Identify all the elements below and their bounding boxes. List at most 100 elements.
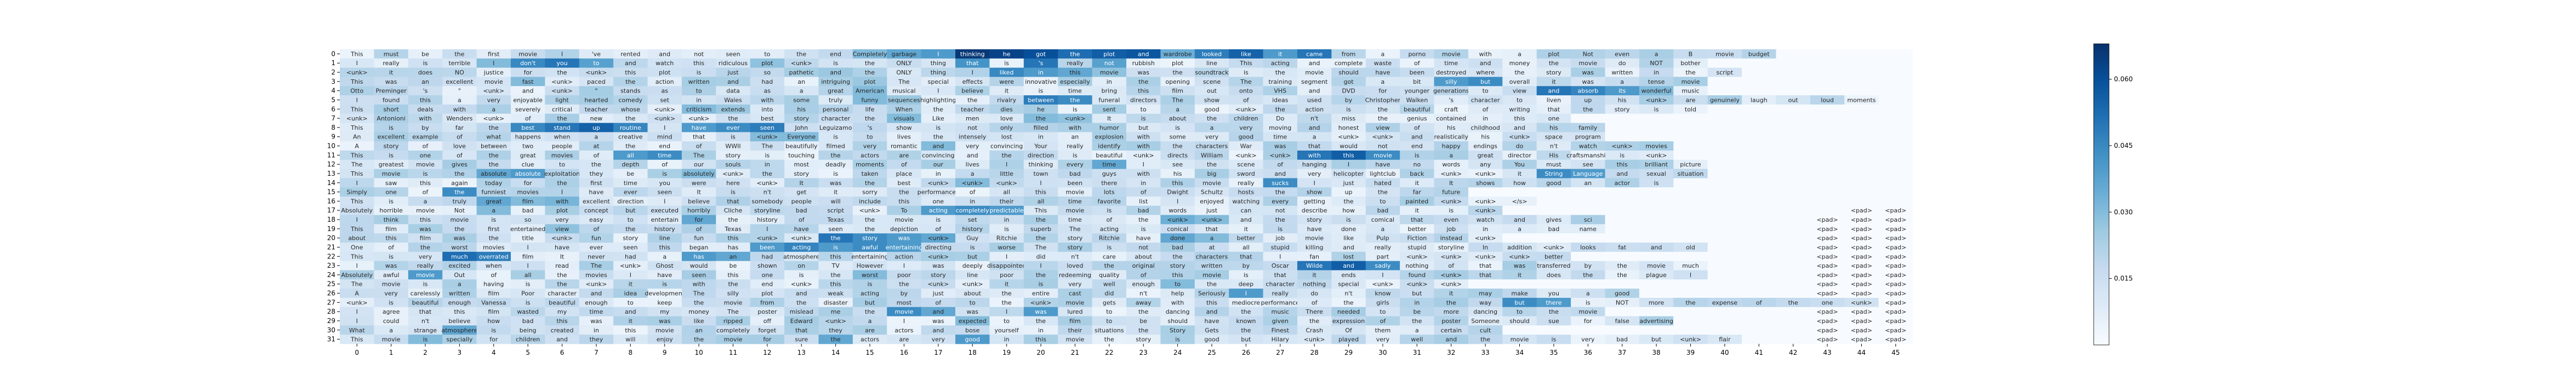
cell-token-label: <unk> <box>962 281 983 288</box>
cell-token-label: shown <box>757 262 777 269</box>
colorbar-segment <box>2094 96 2109 100</box>
cell-token-label: will <box>831 198 841 205</box>
heatmap-cell <box>887 187 922 197</box>
cell-token-label: <pad> <box>1885 207 1906 214</box>
heatmap-cell <box>510 67 545 77</box>
colorbar-segment <box>2094 116 2109 120</box>
cell-token-label: seen <box>829 226 843 233</box>
x-tick-label: 19 <box>1002 349 1011 356</box>
cell-token-label: fat <box>1618 244 1627 251</box>
cell-token-label: was <box>1514 262 1526 269</box>
cell-token-label: of <box>696 143 703 150</box>
heatmap-cell <box>1194 243 1229 252</box>
cell-token-label: onto <box>1239 88 1253 95</box>
heatmap-cell <box>1742 261 1776 270</box>
heatmap-cell <box>921 169 956 178</box>
heatmap-cell <box>374 307 409 316</box>
cell-token-label: moments <box>856 161 884 168</box>
heatmap-cell <box>1229 215 1263 224</box>
cell-token-label: poor <box>1000 272 1013 279</box>
heatmap-cell <box>1229 150 1263 160</box>
cell-token-label: critical <box>552 106 572 113</box>
cell-token-label: <pad> <box>1885 272 1906 279</box>
heatmap-cell <box>1707 49 1742 59</box>
colorbar-segment <box>2094 176 2109 180</box>
cell-token-label: generations <box>1433 88 1469 95</box>
heatmap-cell <box>921 243 956 252</box>
cell-token-label: John <box>794 124 808 131</box>
colorbar-segment <box>2094 224 2109 228</box>
heatmap-cell <box>1742 187 1776 197</box>
heatmap-cell <box>613 316 648 326</box>
heatmap-cell <box>681 159 716 169</box>
heatmap-cell <box>340 77 374 87</box>
heatmap-cell <box>442 150 477 160</box>
heatmap-cell <box>1194 316 1229 326</box>
colorbar-segment <box>2094 234 2109 238</box>
cell-token-label: <pad> <box>1851 226 1872 233</box>
heatmap-cell <box>1536 49 1571 59</box>
heatmap-cell <box>1844 141 1879 151</box>
heatmap-cell <box>1400 159 1434 169</box>
heatmap-cell <box>1639 233 1674 243</box>
heatmap-cell <box>510 86 545 96</box>
heatmap-cell <box>989 150 1024 160</box>
heatmap-cell <box>784 316 819 326</box>
cell-token-label: an <box>1072 134 1079 141</box>
heatmap-cell <box>1571 297 1605 308</box>
cell-token-label: could <box>383 318 400 325</box>
colorbar-segment <box>2094 201 2109 205</box>
heatmap-cell <box>408 150 443 160</box>
heatmap-cell <box>1331 307 1366 316</box>
cell-token-label: a <box>1313 134 1317 141</box>
cell-token-label: this <box>1035 336 1046 343</box>
heatmap-cell <box>1639 251 1674 262</box>
cell-token-label: with <box>1308 152 1320 159</box>
heatmap-cell <box>1844 113 1879 123</box>
cell-token-label: include <box>859 198 881 205</box>
heatmap-cell <box>442 289 477 298</box>
heatmap-cell <box>989 279 1024 289</box>
heatmap-cell <box>784 307 819 316</box>
heatmap-cell <box>1673 224 1708 234</box>
colorbar-segment <box>2094 54 2109 57</box>
y-tick-label: 27 <box>327 298 335 306</box>
cell-token-label: DVD <box>1342 88 1355 95</box>
heatmap-cell <box>1707 307 1742 316</box>
cell-token-label: they <box>590 336 603 343</box>
heatmap-cell <box>1571 316 1605 326</box>
heatmap-cell <box>1400 197 1434 206</box>
cell-token-label: bad <box>1616 336 1628 343</box>
cell-token-label: he <box>1037 106 1045 113</box>
cell-token-label: time <box>1102 161 1116 168</box>
heatmap-cell <box>579 169 614 178</box>
cell-token-label: segment <box>1301 78 1328 85</box>
heatmap-cell <box>374 205 409 216</box>
heatmap-cell <box>921 104 956 114</box>
cell-token-label: movie <box>1682 78 1700 85</box>
cell-token-label: the <box>899 189 909 196</box>
heatmap-cell <box>989 86 1024 96</box>
cell-token-label: bother <box>1680 60 1701 67</box>
heatmap-cell <box>681 289 716 298</box>
cell-token-label: and <box>967 152 978 159</box>
cell-token-label: TV <box>831 262 840 269</box>
heatmap-cell <box>1297 270 1332 280</box>
heatmap-cell <box>1707 251 1742 262</box>
heatmap-cell <box>852 224 887 234</box>
heatmap-cell <box>1707 95 1742 105</box>
heatmap-cell <box>1400 77 1434 87</box>
heatmap-cell <box>579 113 614 123</box>
cell-token-label: very <box>1376 336 1390 343</box>
cell-token-label: <unk> <box>1440 198 1462 205</box>
cell-token-label: direction <box>1028 152 1054 159</box>
heatmap-cell <box>1571 132 1605 142</box>
heatmap-cell <box>545 141 580 151</box>
heatmap-cell <box>1365 316 1400 326</box>
cell-token-label: An <box>353 134 361 141</box>
heatmap-cell <box>818 123 853 132</box>
cell-token-label: is <box>1073 152 1078 159</box>
heatmap-cell <box>1058 150 1093 160</box>
cell-token-label: Wilde <box>1306 262 1323 269</box>
cell-token-label: the <box>831 272 841 279</box>
